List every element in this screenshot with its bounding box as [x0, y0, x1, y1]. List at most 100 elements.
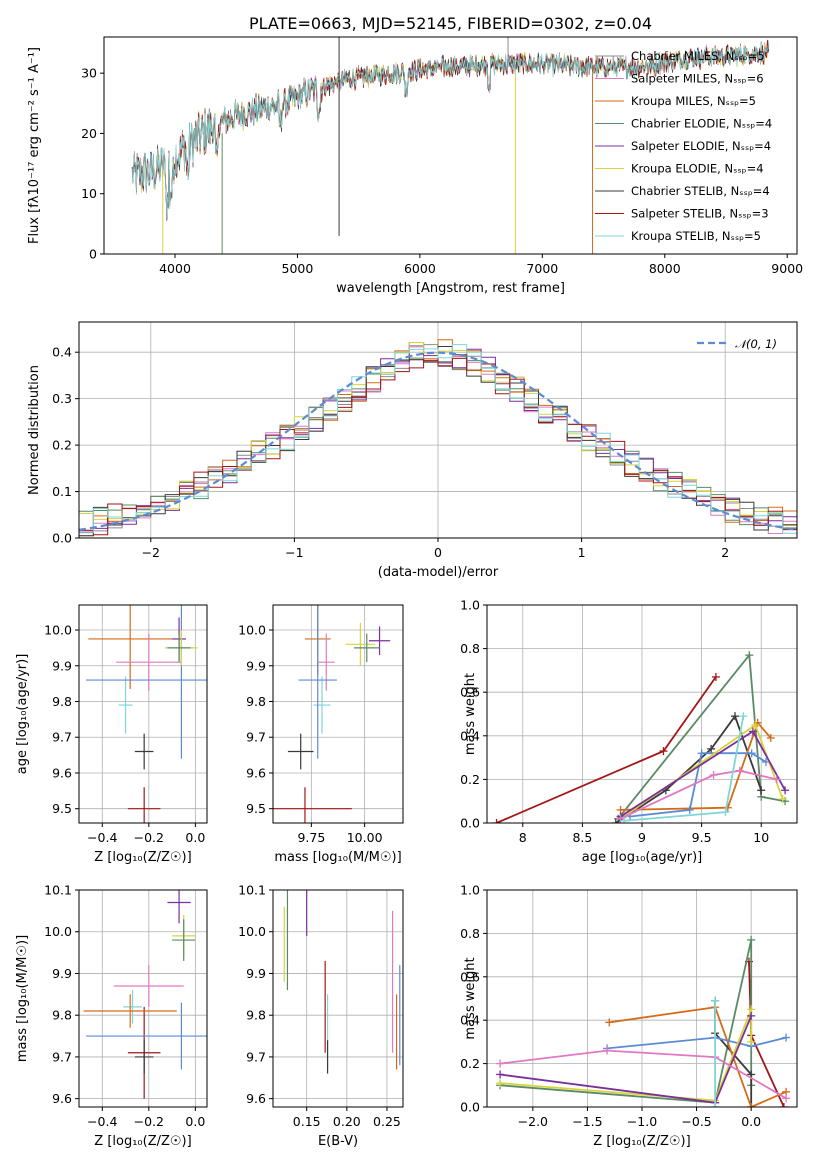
mass-weight-series-line: [500, 939, 753, 1104]
y-tick-label: 10.0: [44, 924, 72, 939]
errorbar-point: [127, 787, 161, 823]
mass-weight-marker: [605, 1018, 614, 1027]
errorbar-point: [353, 633, 380, 663]
x-tick-label: 5000: [282, 261, 314, 276]
y-tick-label: 0.8: [460, 926, 480, 941]
errorbar-point: [118, 676, 133, 734]
x-tick-label: 0.20: [333, 1114, 361, 1129]
mass-weight-marker: [772, 775, 781, 784]
x-tick-label: −1.0: [627, 1114, 657, 1129]
y-tick-label: 0.4: [52, 345, 72, 360]
x-tick-label: −2: [142, 545, 160, 560]
legend-label: Kroupa MILES, Nₛₛₚ=5: [631, 94, 756, 108]
age-vs-mass-x-axis-label: mass [log₁₀(M/M☉)]: [274, 850, 401, 865]
mass-vs-ebv-x-axis-label: E(B-V): [318, 1134, 358, 1149]
mass-weight-vs-Z-y-axis-label: mass weight: [463, 957, 478, 1039]
mass-weight-marker: [739, 712, 748, 721]
errorbar-point: [113, 965, 184, 1007]
x-tick-label: 8.5: [572, 830, 592, 845]
mass-weight-marker: [747, 749, 756, 758]
residual-histogram: [79, 344, 797, 534]
x-tick-label: 0.0: [185, 830, 205, 845]
x-tick-label: 10: [753, 830, 769, 845]
y-tick-label: 9.5: [52, 801, 72, 816]
mass-vs-Z-y-axis-label: mass [log₁₀(M/M☉)]: [15, 935, 30, 1062]
x-tick-label: 0.0: [185, 1114, 205, 1129]
residuals-x-axis-label: (data-model)/error: [378, 565, 499, 580]
errorbar-point: [83, 994, 177, 1028]
mass-weight-marker: [779, 1103, 788, 1107]
legend-label: Chabrier ELODIE, Nₛₛₚ=4: [631, 117, 772, 131]
legend-label: 𝒩(0, 1): [735, 337, 777, 351]
spectrum-plot-area: [131, 37, 770, 254]
errorbar-point: [287, 733, 314, 770]
x-tick-label: 10.00: [347, 830, 383, 845]
y-tick-label: 10: [81, 186, 97, 201]
age-vs-Z-plot-area: [85, 605, 207, 823]
x-tick-label: −0.2: [134, 830, 164, 845]
residuals-legend: 𝒩(0, 1): [697, 337, 777, 351]
mass-vs-ebv-plot-area: [283, 890, 401, 1074]
age-vs-Z-x-axis-label: Z [log₁₀(Z/Z☉)]: [94, 850, 191, 865]
y-tick-label: 9.7: [52, 730, 72, 745]
mass-weight-series-line: [496, 676, 717, 823]
mass-weight-marker: [709, 771, 718, 780]
mass-weight-marker: [778, 795, 787, 804]
mass-weight-marker: [731, 712, 739, 721]
y-tick-label: 9.7: [246, 730, 266, 745]
errorbar-point: [345, 622, 376, 666]
residuals-y-axis-label: Normed distribution: [27, 365, 42, 495]
errorbar-point: [123, 990, 142, 1024]
age-vs-mass-axes: [273, 605, 403, 823]
y-tick-label: 9.7: [52, 1049, 72, 1064]
y-tick-label: 9.6: [246, 765, 266, 780]
mass-weight-vs-age-plot-area: [492, 651, 790, 823]
mass-weight-series-line: [499, 1049, 787, 1100]
x-tick-label: 0.25: [373, 1114, 401, 1129]
y-tick-label: 10.0: [44, 623, 72, 638]
normal-reference-curve: [79, 351, 797, 531]
mass-vs-ebv-axes: [273, 889, 403, 1107]
y-tick-label: 10.0: [238, 623, 266, 638]
mass-weight-marker: [751, 720, 760, 729]
mass-weight-marker: [745, 651, 754, 660]
x-tick-label: 2: [721, 545, 729, 560]
x-tick-label: −0.5: [681, 1114, 711, 1129]
y-tick-label: 1.0: [460, 598, 480, 613]
errorbar-point: [85, 605, 207, 759]
x-tick-label: −0.4: [87, 1114, 117, 1129]
mass-weight-marker: [620, 816, 629, 823]
mass-weight-marker: [603, 1046, 612, 1055]
x-tick-label: −0.4: [87, 830, 117, 845]
mass-weight-marker: [747, 1103, 756, 1107]
residual-histogram: [79, 357, 797, 536]
y-tick-label: 0.3: [52, 391, 72, 406]
mass-weight-series-line: [500, 1009, 753, 1102]
y-tick-label: 9.8: [52, 1008, 72, 1023]
mass-weight-marker: [757, 786, 766, 795]
mass-weight-marker: [492, 819, 501, 823]
mass-weight-vs-age-x-axis-label: age [log₁₀(age/yr)]: [582, 850, 703, 865]
y-tick-label: 0.4: [460, 728, 480, 743]
mass-vs-Z-axes: [79, 889, 207, 1107]
y-tick-label: 0.0: [460, 1100, 480, 1115]
y-tick-label: 9.9: [52, 658, 72, 673]
y-tick-label: 9.7: [246, 1049, 266, 1064]
y-tick-label: 0.6: [460, 969, 480, 984]
y-tick-label: 0.0: [460, 816, 480, 831]
mass-weight-marker: [711, 1103, 720, 1107]
mass-weight-marker: [721, 808, 730, 817]
mass-weight-marker: [711, 672, 720, 681]
mass-weight-marker: [747, 1011, 756, 1020]
spectrum-title: PLATE=0663, MJD=52145, FIBERID=0302, z=0…: [249, 14, 652, 33]
y-tick-label: 9.8: [52, 694, 72, 709]
y-tick-label: 0.2: [52, 438, 72, 453]
mass-weight-series-line: [620, 769, 777, 820]
mass-weight-marker: [782, 1094, 791, 1103]
mass-vs-ebv-frame: [272, 889, 404, 1108]
mass-weight-series-line: [607, 1036, 787, 1050]
x-tick-label: −0.2: [134, 1114, 164, 1129]
age-vs-Z-axes: [79, 605, 207, 823]
x-tick-label: 9.5: [692, 830, 712, 845]
